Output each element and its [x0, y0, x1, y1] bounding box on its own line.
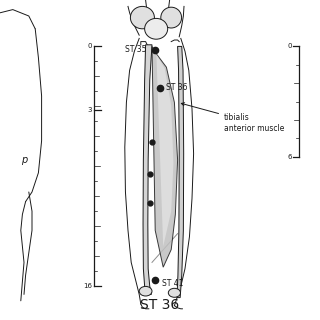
- Ellipse shape: [145, 19, 168, 39]
- Polygon shape: [153, 47, 173, 246]
- Text: 16: 16: [83, 284, 92, 289]
- Polygon shape: [177, 46, 184, 298]
- Ellipse shape: [131, 6, 155, 29]
- Text: 3: 3: [87, 108, 92, 113]
- Text: ST 41: ST 41: [162, 279, 183, 288]
- Text: ST 35: ST 35: [125, 45, 146, 54]
- Text: tibialis
anterior muscle: tibialis anterior muscle: [181, 103, 284, 133]
- Ellipse shape: [161, 7, 182, 28]
- Text: 6: 6: [288, 154, 292, 160]
- Polygon shape: [152, 46, 178, 267]
- Text: ST 36: ST 36: [166, 84, 188, 92]
- Ellipse shape: [139, 286, 152, 296]
- Text: ST 36: ST 36: [140, 298, 180, 312]
- Text: p: p: [21, 155, 27, 165]
- Ellipse shape: [168, 288, 180, 297]
- Text: 0: 0: [288, 44, 292, 49]
- Text: 0: 0: [87, 44, 92, 49]
- Polygon shape: [143, 45, 152, 294]
